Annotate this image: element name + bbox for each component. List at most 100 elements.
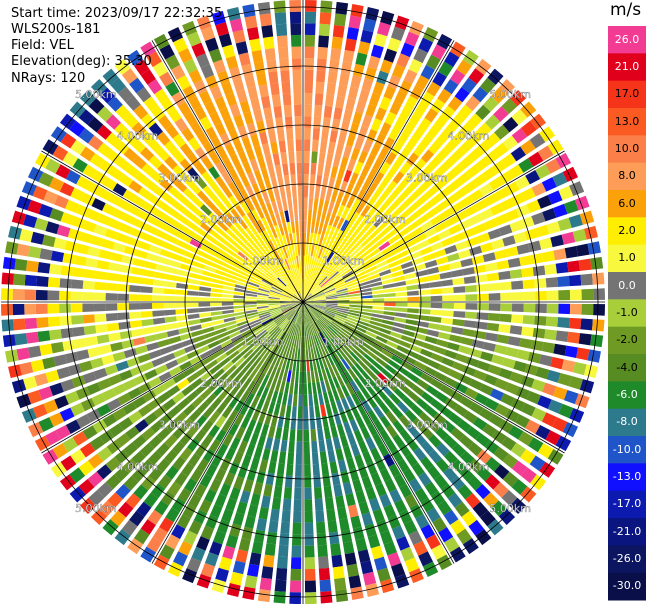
ray-cell [60, 212, 75, 226]
ray-cell [403, 69, 418, 84]
ray-cell [277, 261, 286, 273]
ray-cell [96, 259, 110, 270]
ray-cell [347, 368, 358, 380]
ray-cell [349, 468, 360, 482]
ray-cell [303, 290, 308, 302]
ray-cell [306, 267, 311, 280]
ray-cell [304, 81, 314, 94]
ray-cell [396, 345, 409, 355]
ray-cell [359, 314, 372, 320]
ray-cell [110, 510, 127, 527]
ray-cell [360, 236, 372, 248]
ray-cell [418, 308, 431, 315]
ray-cell [557, 372, 572, 387]
ray-cell [430, 98, 445, 114]
colorbar-swatch [608, 272, 646, 300]
ray-cell [296, 429, 303, 442]
ray-cell [553, 386, 568, 401]
ray-cell [289, 0, 301, 12]
ray-cell [333, 178, 342, 192]
ray-cell [285, 322, 293, 333]
ray-cell [245, 443, 256, 457]
ray-cell [306, 336, 310, 349]
ray-cell [304, 545, 315, 558]
ray-cell [154, 324, 167, 333]
colorbar-tick-label: -13.0 [612, 470, 642, 483]
ray-cell [264, 48, 276, 61]
ray-cell [194, 161, 207, 175]
ray-cell [209, 151, 221, 166]
ray-cell [391, 270, 404, 278]
ray-cell [426, 329, 440, 338]
ray-cell [222, 545, 236, 560]
ray-cell [49, 412, 65, 427]
ray-cell [433, 178, 447, 192]
ray-cell [235, 549, 249, 563]
ray-cell [233, 139, 244, 153]
ray-cell [164, 156, 178, 170]
ray-cell [230, 437, 241, 451]
ray-cell [108, 332, 121, 342]
ray-cell [435, 427, 449, 441]
ray-cell [424, 108, 439, 123]
ray-cell [182, 403, 196, 417]
ray-cell [368, 323, 381, 331]
ray-cell [82, 303, 95, 313]
ray-cell [159, 71, 174, 87]
ray-cell [375, 107, 387, 122]
ray-cell [310, 221, 316, 234]
ray-cell [252, 236, 262, 248]
ray-cell [562, 166, 579, 183]
ray-cell [366, 128, 378, 143]
ray-cell [406, 423, 419, 437]
ray-cell [471, 339, 485, 349]
ray-cell [164, 140, 178, 155]
ray-cell [228, 461, 240, 476]
ray-cell [404, 272, 417, 280]
ray-cell [435, 339, 449, 348]
ray-cell [210, 302, 222, 307]
ray-cell [209, 504, 223, 519]
ray-cell [498, 508, 516, 526]
ray-cell [390, 26, 406, 42]
ray-cell [211, 315, 224, 321]
ray-cell [127, 387, 142, 400]
ray-cell [298, 302, 303, 314]
ray-cell [304, 522, 314, 535]
ray-cell [330, 190, 339, 203]
ray-cell [511, 314, 524, 324]
ray-cell [408, 530, 423, 546]
ray-cell [278, 223, 285, 236]
ray-cell [307, 312, 314, 324]
ray-cell [93, 224, 108, 237]
ray-cell [189, 272, 202, 280]
ray-cell [477, 293, 489, 301]
ray-cell [209, 541, 223, 556]
ray-cell [459, 121, 475, 137]
ray-cell [296, 151, 303, 163]
ray-cell [196, 15, 212, 31]
ray-cell [244, 302, 257, 305]
ray-cell [474, 392, 489, 406]
ray-cell [199, 317, 212, 324]
ray-cell [217, 220, 229, 232]
ray-cell [369, 277, 382, 284]
ray-cell [314, 271, 322, 283]
ray-cell [229, 103, 241, 118]
ray-cell [165, 419, 179, 433]
ray-cell [267, 165, 276, 179]
ray-cell [398, 414, 411, 428]
ray-cell [434, 371, 448, 383]
ray-cell [221, 419, 233, 433]
ray-cell [286, 221, 292, 234]
colorbar-tick-label: 10.0 [614, 142, 640, 155]
ray-cell [50, 341, 65, 354]
ray-cell [270, 177, 279, 190]
ray-cell [250, 321, 262, 329]
ray-cell [341, 358, 351, 370]
ray-cell [329, 352, 338, 364]
ray-cell [233, 371, 245, 383]
ray-cell [32, 403, 48, 419]
ray-cell [332, 350, 341, 363]
ray-cell [393, 350, 407, 360]
